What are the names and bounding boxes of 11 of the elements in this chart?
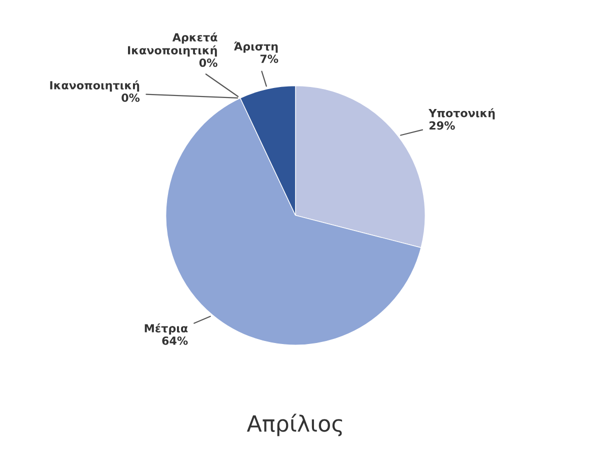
text: Απρίλιος	[246, 414, 342, 436]
text: 0%	[122, 93, 140, 102]
slice-label: Μέτρια	[144, 323, 188, 335]
data-label: 7%	[260, 54, 278, 64]
text: 0%	[199, 58, 218, 67]
data-label: 64%	[162, 336, 188, 345]
category-label: Αρκετά Ικανοποιητική	[128, 32, 218, 57]
slice-label: Άριστη	[234, 42, 278, 53]
category-label: Ικανοποιητική	[50, 80, 140, 92]
slice-label: Υποτονική	[428, 108, 495, 120]
data-label: 29%	[430, 121, 455, 130]
